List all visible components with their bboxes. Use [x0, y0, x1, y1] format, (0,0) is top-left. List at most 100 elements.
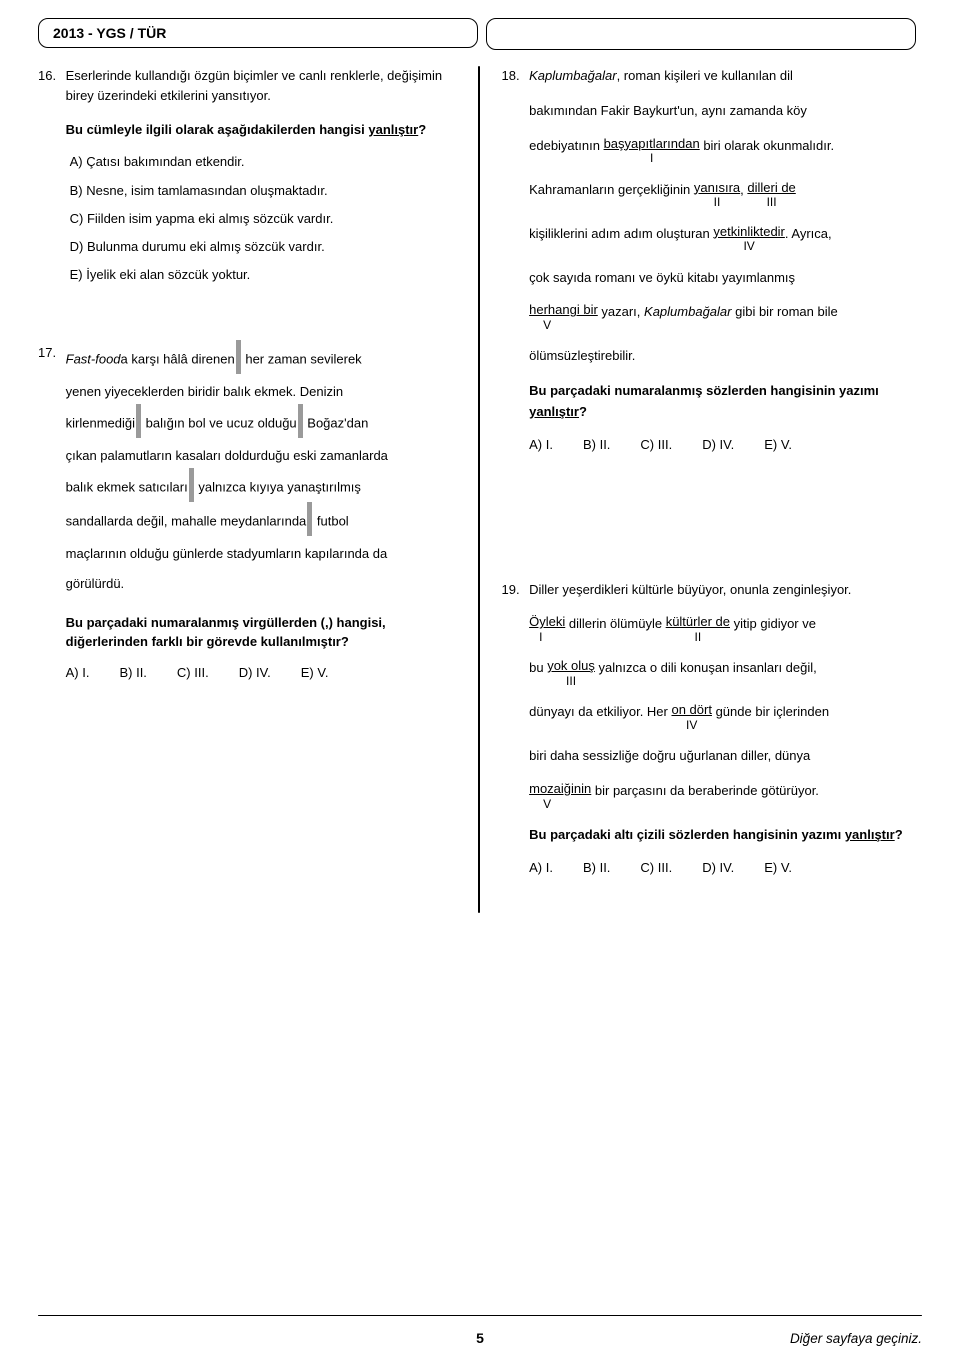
header-row: 2013 - YGS / TÜR [38, 18, 922, 66]
q18-opt-d: D) IV. [702, 435, 734, 456]
q18-line1: Kaplumbağalar, roman kişileri ve kullanı… [529, 66, 919, 87]
question-17: 17. Fast-fooda karşı hâlâ direnen her za… [38, 343, 456, 682]
q18-t1a: Kaplumbağalar [529, 68, 616, 83]
q16-instr-pre: Bu cümleyle ilgili olarak aşağıdakilerde… [66, 122, 369, 137]
q19-opt-a: A) I. [529, 858, 553, 879]
q16-instr-u: yanlıştır [368, 122, 418, 137]
q18-t1b: , roman kişileri ve kullanılan dil [617, 68, 793, 83]
q18-instr-post: ? [579, 404, 587, 419]
q18-line6: çok sayıda romanı ve öykü kitabı yayımla… [529, 268, 919, 289]
q18-t4m: , [740, 182, 747, 197]
q16-instruction: Bu cümleyle ilgili olarak aşağıdakilerde… [66, 120, 456, 140]
q18-line2: bakımından Fakir Baykurt'un, aynı zamand… [529, 101, 919, 122]
q17-line5: balık ekmek satıcıları yalnızca kıyıya y… [66, 471, 456, 505]
q17-opt-b: B) II. [119, 664, 146, 682]
q18-line5: kişiliklerini adım adım oluşturan yetkin… [529, 224, 919, 254]
roman-label: II [666, 630, 730, 644]
q18-t7c: gibi bir roman bile [731, 304, 837, 319]
q17-line8: görülürdü. [66, 569, 456, 599]
q17-instruction: Bu parçadaki numaralanmış virgüllerden (… [66, 613, 456, 652]
q16-opt-c: C) Fiilden isim yapma eki almış sözcük v… [66, 209, 456, 229]
opt-text: Fiilden isim yapma eki almış sözcük vard… [87, 211, 333, 226]
comma-marker-icon [236, 340, 241, 374]
roman-label: III [747, 195, 795, 209]
question-19: 19. Diller yeşerdikleri kültürle büyüyor… [502, 580, 920, 879]
q18-underline-5: herhangi birV [529, 302, 598, 332]
left-column: 16. Eserlerinde kullandığı özgün biçimle… [38, 66, 476, 913]
q19-line4: biri daha sessizliğe doğru uğurlanan dil… [529, 746, 919, 767]
q18-line8: ölümsüzleştirebilir. [529, 346, 919, 367]
column-divider [478, 66, 480, 913]
roman-label: IV [713, 239, 785, 253]
footer-divider [38, 1315, 922, 1316]
opt-text: İyelik eki alan sözcük yoktur. [86, 267, 250, 282]
q19-underline-5: mozaiğininV [529, 781, 591, 811]
q19-t1b: yitip gidiyor ve [730, 616, 816, 631]
q19-t5u: mozaiğinin [529, 781, 591, 796]
q17-t4b: balığın bol ve ucuz olduğu [142, 415, 297, 430]
q17-t1a: Fast-food [66, 352, 121, 367]
q19-body: Diller yeşerdikleri kültürle büyüyor, on… [529, 580, 919, 879]
q17-line7: maçlarının olduğu günlerde stadyumların … [66, 539, 456, 569]
q19-instr-u: yanlıştır [845, 827, 895, 842]
opt-label: E) [70, 267, 83, 282]
q18-opt-b: B) II. [583, 435, 610, 456]
q19-t2b: yalnızca o dili konuşan insanları değil, [595, 660, 817, 675]
q16-stem: Eserlerinde kullandığı özgün biçimler ve… [66, 66, 456, 106]
opt-text: Bulunma durumu eki almış sözcük vardır. [87, 239, 325, 254]
comma-marker-icon [189, 468, 194, 502]
q18-line7: herhangi birV yazarı, Kaplumbağalar gibi… [529, 302, 919, 332]
roman-label: I [604, 151, 700, 165]
q19-instruction: Bu parçadaki altı çizili sözlerden hangi… [529, 825, 919, 846]
q19-t3a: dünyayı da etkiliyor. Her [529, 704, 671, 719]
q19-underline-3: yok oluşIII [547, 658, 595, 688]
q18-t4a: Kahramanların gerçekliğinin [529, 182, 694, 197]
q19-instr-pre: Bu parçadaki altı çizili sözlerden hangi… [529, 827, 845, 842]
roman-label: II [694, 195, 740, 209]
q17-t6b: yalnızca kıyıya yanaştırılmış [195, 479, 361, 494]
question-18: 18. Kaplumbağalar, roman kişileri ve kul… [502, 66, 920, 456]
roman-label: I [529, 630, 565, 644]
right-column: 18. Kaplumbağalar, roman kişileri ve kul… [482, 66, 920, 913]
footer-note: Diğer sayfaya geçiniz. [790, 1331, 922, 1346]
header-right-box [486, 18, 916, 50]
q19-line2: bu yok oluşIII yalnızca o dili konuşan i… [529, 658, 919, 688]
q17-opt-d: D) IV. [239, 664, 271, 682]
page-number: 5 [476, 1330, 484, 1346]
q19-underline-1: ÖylekiI [529, 614, 565, 644]
opt-label: A) [70, 154, 83, 169]
q19-opt-c: C) III. [640, 858, 672, 879]
q17-t2: her zaman sevilerek [242, 352, 362, 367]
q18-t3u: başyapıtlarından [604, 136, 700, 151]
roman-label: IV [671, 718, 711, 732]
opt-label: C) [70, 211, 84, 226]
q19-number: 19. [502, 580, 526, 600]
q17-line6: sandallarda değil, mahalle meydanlarında… [66, 505, 456, 539]
q16-body: Eserlerinde kullandığı özgün biçimler ve… [66, 66, 456, 293]
q18-t5a: kişiliklerini adım adım oluşturan [529, 226, 713, 241]
q17-line1: Fast-fooda karşı hâlâ direnen her zaman … [66, 343, 456, 377]
q19-t5b: bir parçasını da beraberinde götürüyor. [591, 783, 819, 798]
q18-t5u: yetkinliktedir [713, 224, 785, 239]
opt-text: Nesne, isim tamlamasından oluşmaktadır. [86, 183, 327, 198]
comma-marker-icon [298, 404, 303, 438]
q18-t4u1: yanısıra [694, 180, 740, 195]
q19-opt-e: E) V. [764, 858, 792, 879]
q18-underline-3: dilleri deIII [747, 180, 795, 210]
comma-marker-icon [136, 404, 141, 438]
q17-t6a: balık ekmek satıcıları [66, 479, 188, 494]
q17-opt-c: C) III. [177, 664, 209, 682]
q18-t7b: yazarı, [598, 304, 644, 319]
q16-opt-a: A) Çatısı bakımından etkendir. [66, 152, 456, 172]
opt-label: D) [70, 239, 84, 254]
q17-options: A) I. B) II. C) III. D) IV. E) V. [66, 664, 456, 682]
q17-t7a: sandallarda değil, mahalle meydanlarında [66, 513, 307, 528]
q17-line3: kirlenmediği balığın bol ve ucuz olduğu … [66, 407, 456, 441]
q18-options: A) I. B) II. C) III. D) IV. E) V. [529, 435, 919, 456]
q18-opt-e: E) V. [764, 435, 792, 456]
q19-t1u2: kültürler de [666, 614, 730, 629]
q16-opt-d: D) Bulunma durumu eki almış sözcük vardı… [66, 237, 456, 257]
comma-marker-icon [307, 502, 312, 536]
q19-line3: dünyayı da etkiliyor. Her on dörtIV günd… [529, 702, 919, 732]
q18-t7i: Kaplumbağalar [644, 304, 731, 319]
